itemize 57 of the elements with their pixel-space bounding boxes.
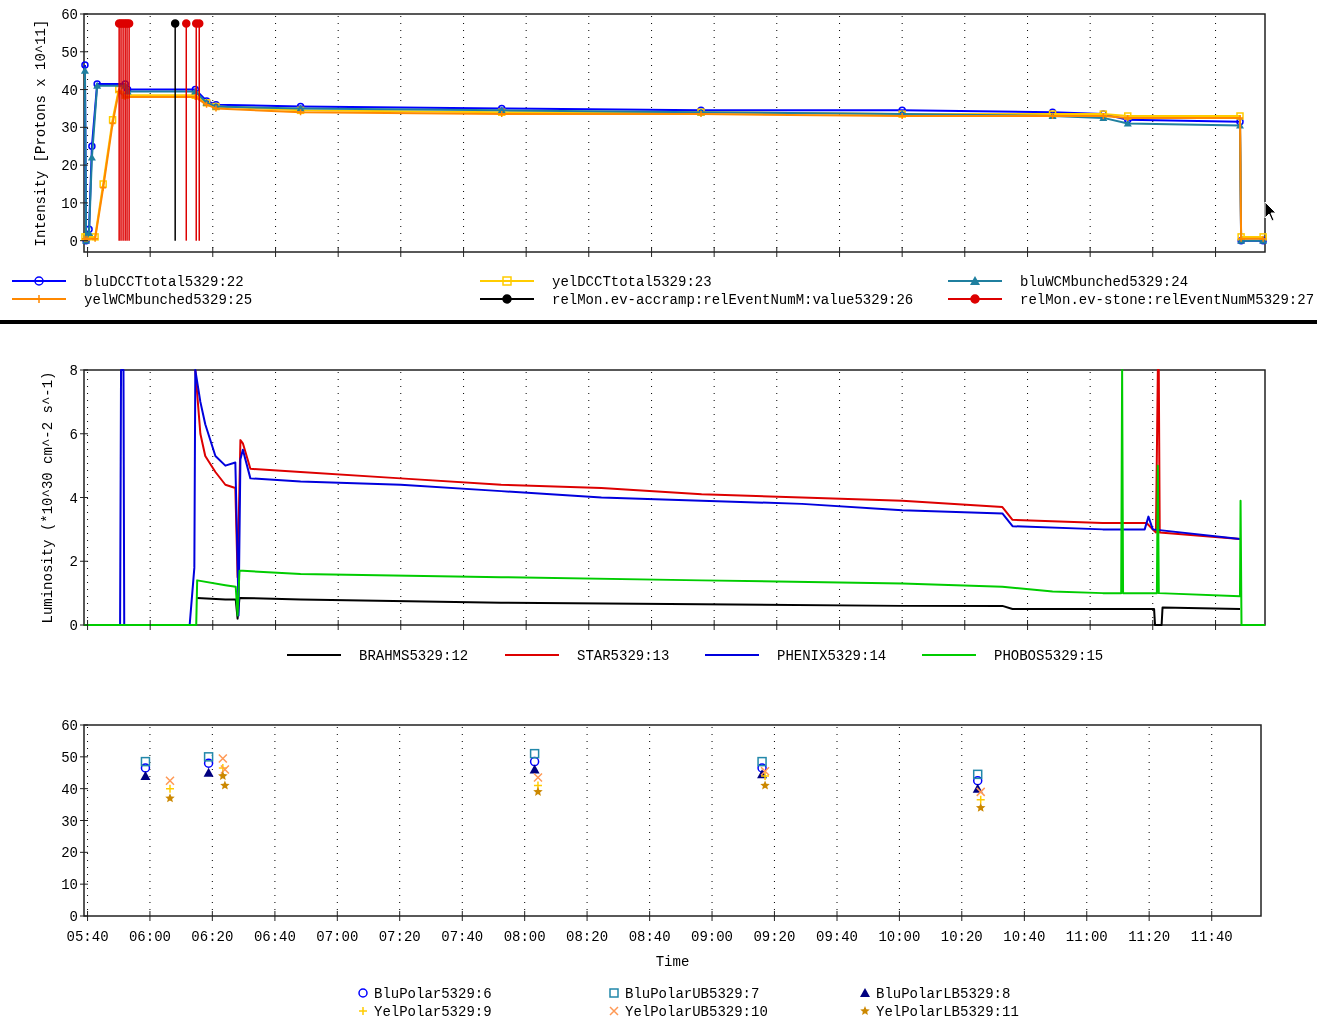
legend-label: relMon.ev-accramp:relEventNumM:value5329:26 — [552, 292, 914, 308]
legend-label: YelPolarLB5329:11 — [876, 1004, 1019, 1020]
y-tick-label: 50 — [61, 44, 78, 61]
x-tick-label: 09:20 — [753, 929, 796, 945]
y-tick-label: 2 — [69, 554, 78, 571]
legend-label: relMon.ev-stone:relEventNumM5329:27 — [1020, 292, 1315, 308]
x-axis-title: Time — [655, 954, 690, 970]
x-tick-label: 05:40 — [66, 929, 109, 945]
x-tick-label: 09:00 — [691, 929, 734, 945]
y-tick-label: 50 — [61, 749, 78, 766]
legend-label: PHENIX5329:14 — [777, 648, 887, 664]
y-tick-label: 0 — [69, 618, 78, 634]
x-tick-label: 06:00 — [128, 929, 171, 945]
y-tick-label: 0 — [69, 233, 78, 250]
x-tick-label: 07:20 — [378, 929, 421, 945]
y-tick-label: 30 — [61, 120, 78, 137]
x-tick-label: 08:40 — [628, 929, 671, 945]
y-axis-title: Luminosity (*10^30 cm^-2 s^-1) — [40, 371, 56, 624]
y-axis-title: Intensity [Protons x 10^11] — [33, 19, 49, 247]
y-tick-label: 6 — [69, 426, 78, 443]
legend-label: yelWCMbunched5329:25 — [84, 292, 253, 308]
x-tick-label: 11:40 — [1190, 929, 1233, 945]
legend-label: bluWCMbunched5329:24 — [1020, 274, 1189, 290]
y-tick-label: 4 — [69, 490, 78, 507]
x-tick-label: 10:00 — [878, 929, 921, 945]
y-tick-label: 10 — [61, 877, 78, 894]
legend-label: yelDCCTtotal5329:23 — [552, 274, 712, 290]
x-tick-label: 10:20 — [940, 929, 983, 945]
x-tick-label: 10:40 — [1003, 929, 1046, 945]
x-tick-label: 11:00 — [1065, 929, 1108, 945]
x-tick-label: 07:40 — [441, 929, 484, 945]
x-tick-label: 11:20 — [1128, 929, 1171, 945]
legend-label: BluPolar5329:6 — [374, 986, 492, 1002]
x-tick-label: 07:00 — [316, 929, 359, 945]
y-tick-label: 30 — [61, 813, 78, 830]
y-tick-label: 8 — [69, 363, 78, 379]
legend-label: BluPolarUB5329:7 — [625, 986, 760, 1002]
y-tick-label: 20 — [61, 845, 78, 862]
legend-label: STAR5329:13 — [577, 648, 670, 664]
legend-label: PHOBOS5329:15 — [994, 648, 1104, 664]
x-tick-label: 06:20 — [191, 929, 234, 945]
y-tick-label: 40 — [61, 781, 78, 798]
legend-label: YelPolarUB5329:10 — [625, 1004, 768, 1020]
x-tick-label: 08:00 — [503, 929, 546, 945]
y-tick-label: 10 — [61, 195, 78, 212]
y-tick-label: 60 — [61, 718, 78, 734]
legend-label: BRAHMS5329:12 — [359, 648, 469, 664]
y-tick-label: 60 — [61, 7, 78, 23]
legend-label: YelPolar5329:9 — [374, 1004, 492, 1020]
y-tick-label: 20 — [61, 158, 78, 175]
legend-label: bluDCCTtotal5329:22 — [84, 274, 244, 290]
legend-label: BluPolarLB5329:8 — [876, 986, 1011, 1002]
y-tick-label: 40 — [61, 82, 78, 99]
x-tick-label: 09:40 — [815, 929, 859, 945]
x-tick-label: 06:40 — [253, 929, 296, 945]
y-tick-label: 0 — [69, 909, 78, 925]
x-tick-label: 08:20 — [566, 929, 609, 945]
